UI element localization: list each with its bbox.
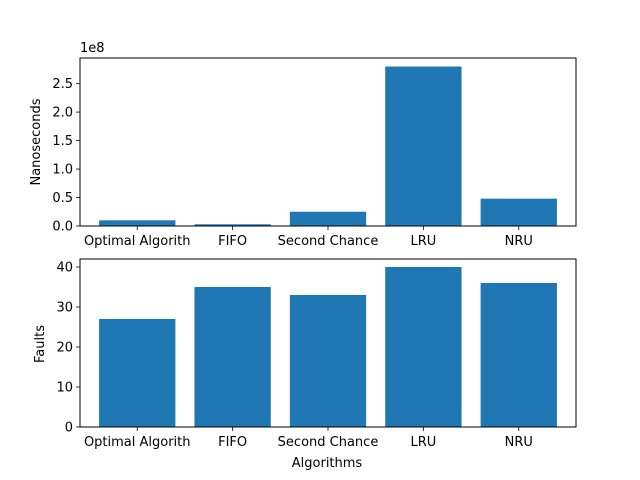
faults-x-tick-label: Second Chance: [278, 435, 379, 450]
time-x-ticks: Optimal Algorith FIFO Second Chance LRU NRU: [84, 226, 533, 249]
time-x-tick-label: FIFO: [218, 234, 247, 249]
faults-bar: [289, 295, 367, 427]
faults-chart: 0 10 20 30 40 Optimal Algorith FIFO Second Cha…: [33, 258, 577, 471]
faults-x-ticks: Optimal Algorith FIFO Second Chance LRU NRU: [84, 427, 533, 450]
time-bar: [480, 198, 557, 226]
faults-bar: [99, 319, 176, 427]
time-bars: [99, 66, 557, 226]
faults-bars: [99, 267, 557, 427]
time-y-tick-label: 1.5: [52, 134, 73, 149]
time-y-tick-label: 1.0: [52, 163, 73, 178]
time-y-axis-label: Nanoseconds: [29, 98, 44, 185]
time-x-tick-label: NRU: [505, 234, 533, 249]
faults-x-tick-label: Optimal Algorith: [84, 435, 191, 450]
faults-x-tick-label: NRU: [505, 435, 533, 450]
faults-bar: [194, 287, 271, 427]
faults-bar: [385, 267, 462, 427]
faults-y-tick-label: 40: [56, 261, 73, 276]
faults-y-tick-label: 20: [56, 341, 73, 356]
time-y-ticks: 0.0 0.5 1.0 1.5 2.0 2.5: [52, 77, 80, 235]
time-y-tick-label: 0.5: [52, 191, 73, 206]
time-y-tick-label: 2.5: [52, 77, 73, 92]
time-plot-frame: [79, 57, 577, 227]
faults-x-tick-label: FIFO: [218, 435, 247, 450]
time-bar: [385, 66, 462, 226]
faults-y-tick-label: 30: [56, 301, 73, 316]
time-x-tick-label: LRU: [410, 234, 436, 249]
time-y-offset-label: 1e8: [80, 41, 105, 56]
faults-bar: [480, 283, 557, 427]
faults-plot-frame: [79, 258, 577, 428]
faults-x-axis-label: Algorithms: [292, 456, 363, 471]
time-x-tick-label: Second Chance: [278, 234, 379, 249]
time-x-tick-label: Optimal Algorith: [84, 234, 191, 249]
faults-y-axis-label: Faults: [33, 325, 48, 363]
time-bar: [194, 224, 271, 226]
time-chart: 0.0 0.5 1.0 1.5 2.0 2.5 Optimal Algorith FIFO S…: [29, 41, 577, 249]
faults-y-tick-label: 10: [56, 381, 73, 396]
time-y-tick-label: 2.0: [52, 106, 73, 121]
faults-x-tick-label: LRU: [410, 435, 436, 450]
time-bar: [99, 220, 176, 226]
faults-y-tick-label: 0: [65, 421, 73, 436]
faults-y-ticks: 0 10 20 30 40: [56, 261, 80, 436]
time-bar: [289, 211, 367, 226]
time-y-tick-label: 0.0: [52, 220, 73, 235]
